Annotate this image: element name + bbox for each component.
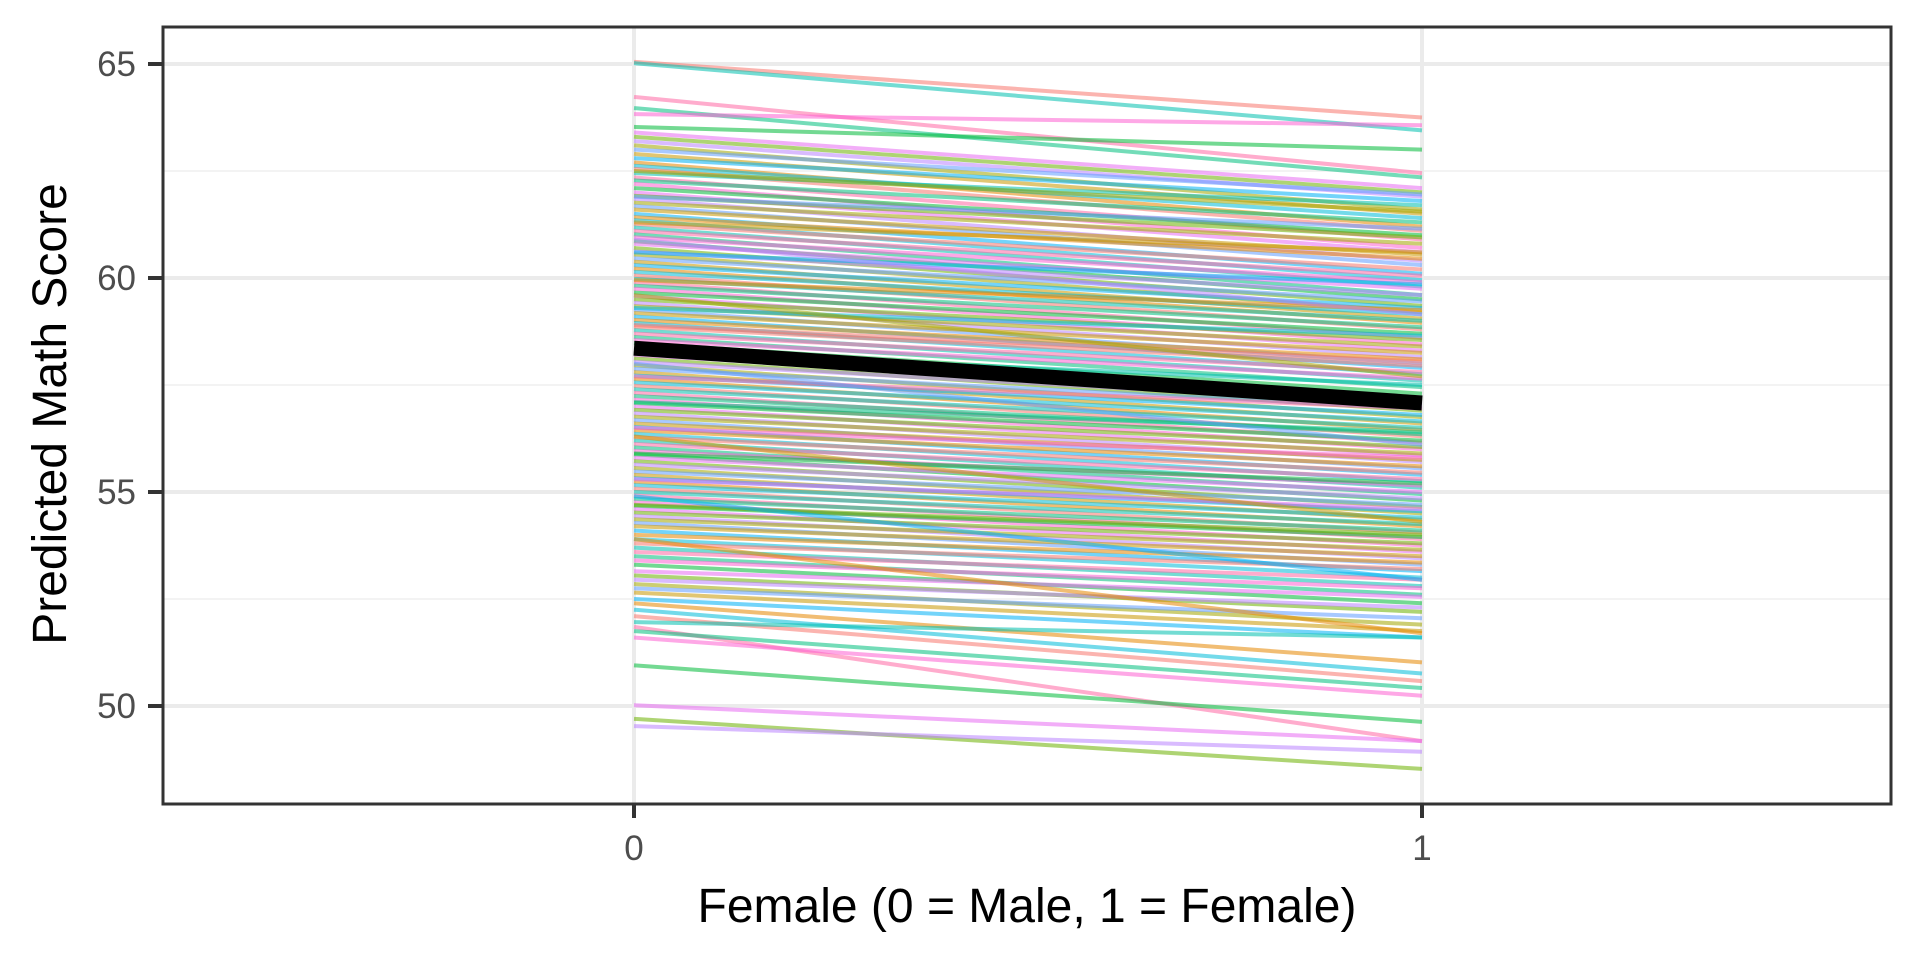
- group-line: [633, 629, 1423, 691]
- group-line: [633, 537, 1423, 636]
- group-line: [633, 620, 1423, 640]
- group-line: [633, 317, 1423, 362]
- group-line: [633, 220, 1423, 255]
- group-line: [633, 558, 1423, 591]
- group-line: [633, 614, 1423, 684]
- x-tick-label: 0: [624, 829, 643, 868]
- group-line: [633, 597, 1423, 640]
- group-line: [633, 435, 1423, 475]
- y-axis: 50 55 60 65: [97, 45, 163, 726]
- group-line: [633, 590, 1423, 634]
- group-line: [633, 703, 1423, 744]
- group-line: [633, 724, 1423, 754]
- group-line: [633, 331, 1423, 375]
- group-line: [633, 237, 1423, 317]
- group-line: [633, 380, 1423, 424]
- group-line: [633, 586, 1423, 621]
- group-line: [633, 451, 1423, 486]
- group-line: [633, 387, 1423, 430]
- group-line: [633, 537, 1423, 580]
- y-tick-label: 55: [97, 473, 136, 512]
- group-line: [633, 112, 1423, 128]
- x-axis-title: Female (0 = Male, 1 = Female): [698, 880, 1357, 933]
- group-line: [633, 323, 1423, 364]
- group-line: [633, 524, 1423, 559]
- group-line: [633, 194, 1423, 231]
- group-line: [633, 228, 1423, 278]
- group-line: [633, 297, 1423, 343]
- group-line: [633, 283, 1423, 330]
- group-line: [633, 425, 1423, 460]
- group-line: [633, 147, 1423, 197]
- group-line: [633, 455, 1423, 494]
- group-line: [633, 178, 1423, 225]
- y-tick-label: 50: [97, 687, 136, 726]
- group-line: [633, 106, 1423, 180]
- group-line: [633, 169, 1423, 214]
- y-tick-label: 65: [97, 45, 136, 84]
- group-line: [633, 462, 1423, 501]
- y-tick-label: 60: [97, 259, 136, 298]
- y-axis-title: Predicted Math Score: [24, 183, 77, 645]
- group-line: [633, 278, 1423, 313]
- group-line: [633, 324, 1423, 368]
- group-line: [633, 222, 1423, 272]
- group-line: [633, 601, 1423, 665]
- group-line: [633, 716, 1423, 771]
- group-line: [633, 414, 1423, 456]
- group-line: [633, 510, 1423, 546]
- group-line: [633, 361, 1423, 447]
- panel-border: [161, 25, 1893, 806]
- group-lines: [633, 59, 1423, 771]
- group-line: [633, 59, 1423, 120]
- group-line: [633, 400, 1423, 435]
- group-line: [633, 290, 1423, 336]
- group-line: [633, 124, 1423, 152]
- group-line: [633, 496, 1423, 533]
- group-line: [633, 477, 1423, 512]
- mean-line-group: [633, 340, 1423, 411]
- group-line: [633, 130, 1423, 191]
- group-line: [633, 338, 1423, 381]
- group-line: [633, 61, 1423, 133]
- group-line: [633, 235, 1423, 285]
- group-line: [633, 469, 1423, 507]
- group-line: [633, 156, 1423, 203]
- group-line: [633, 607, 1423, 676]
- group-line: [633, 663, 1423, 724]
- group-line: [633, 490, 1423, 527]
- group-line: [633, 407, 1423, 450]
- group-line: [633, 134, 1423, 195]
- group-line: [633, 305, 1423, 338]
- group-line: [633, 293, 1423, 379]
- group-line: [633, 250, 1423, 287]
- group-line: [633, 483, 1423, 520]
- group-line: [633, 374, 1423, 411]
- group-line: [633, 256, 1423, 304]
- group-line: [633, 494, 1423, 582]
- group-line: [633, 200, 1423, 246]
- group-line: [633, 311, 1423, 355]
- group-line: [633, 94, 1423, 176]
- group-line: [633, 532, 1423, 565]
- group-line: [633, 434, 1423, 524]
- group-line: [633, 577, 1423, 610]
- group-line: [633, 569, 1423, 599]
- group-line: [633, 428, 1423, 469]
- group-line: [633, 517, 1423, 552]
- group-line: [633, 400, 1423, 443]
- mean-line: [633, 340, 1423, 411]
- x-tick-label: 1: [1412, 829, 1431, 868]
- group-line: [633, 635, 1423, 698]
